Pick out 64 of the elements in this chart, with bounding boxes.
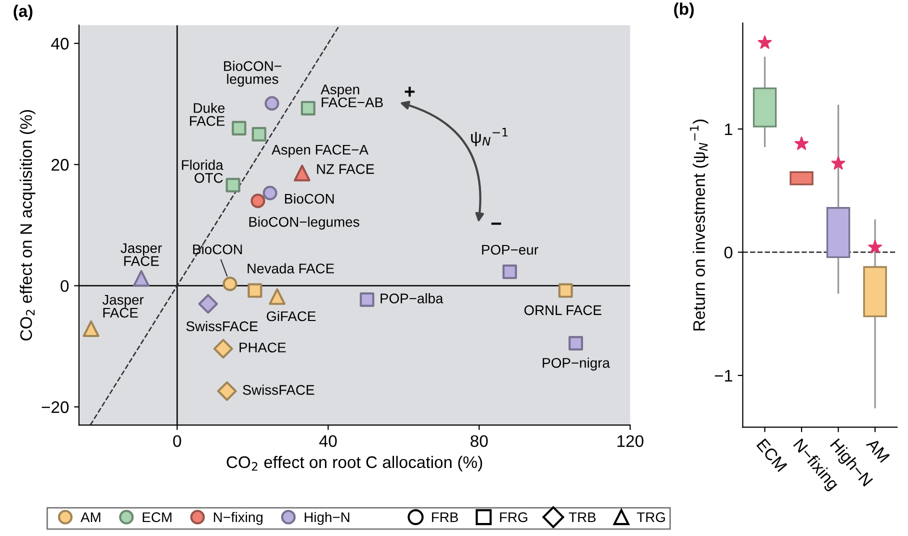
point	[250, 194, 266, 208]
point	[300, 100, 316, 116]
x-tick-label: 80	[470, 435, 488, 448]
legend-label: N−fixing	[214, 512, 262, 525]
point	[868, 240, 882, 254]
point	[232, 120, 246, 136]
point	[568, 336, 584, 351]
annotation: BioCON	[285, 193, 334, 204]
y-tick-label: 20	[52, 158, 69, 171]
y-axis-title: Return on investment (ψ$_{N}$$^{−1}$)	[690, 120, 708, 330]
annotation: SwissFACE	[242, 384, 314, 395]
y-tick-label: 1	[725, 124, 732, 136]
x-tick-label: 120	[618, 435, 644, 448]
legend-label: High−N	[304, 512, 350, 525]
annotation: BioCON− legumes	[224, 60, 282, 87]
annotation: −	[491, 222, 502, 225]
point	[502, 264, 517, 280]
y-tick-label: −20	[42, 401, 69, 414]
legend-label: ECM	[142, 512, 172, 522]
point	[294, 164, 310, 182]
point	[360, 292, 374, 307]
point	[264, 96, 280, 111]
annotation: GiFACE	[266, 310, 316, 322]
annotation: SwissFACE	[186, 321, 258, 332]
annotation: POP−nigra	[542, 358, 610, 371]
point	[831, 156, 846, 170]
annotation: POP−alba	[380, 293, 444, 304]
annotation: Jasper FACE	[102, 295, 144, 318]
annotation: ORNL FACE	[524, 305, 602, 316]
chart-title: (a)	[14, 4, 32, 20]
annotation: NZ FACE	[317, 164, 374, 174]
annotation: BioCON	[193, 244, 242, 254]
text: FRG	[500, 512, 528, 522]
y-tick-label: 0	[724, 246, 732, 258]
point	[262, 186, 278, 200]
y-tick-label: 0	[60, 280, 69, 292]
point	[268, 288, 286, 305]
x-tick-label: 0	[173, 435, 182, 448]
annotation: Aspen FACE−A	[272, 144, 368, 158]
annotation: Aspen FACE−AB	[320, 84, 383, 108]
annotation: Jasper FACE	[120, 243, 162, 266]
x-axis-title: CO$_{2}$ effect on root C allocation (%)	[226, 456, 482, 472]
text: FRB	[432, 512, 458, 522]
annotation: Florida OTC	[182, 160, 224, 183]
text: TRG	[636, 512, 665, 522]
point	[82, 320, 100, 338]
annotation: ψ$_{N}$$^{−1}$	[471, 128, 508, 146]
legend-label: AM	[80, 512, 100, 522]
chart-title: (b)	[674, 2, 694, 18]
text: TRB	[568, 512, 596, 522]
point	[252, 126, 266, 142]
annotation: Nevada FACE	[248, 263, 334, 274]
point	[758, 35, 772, 49]
y-axis-title: CO$_{2}$ effect on N acquisition (%)	[20, 110, 36, 340]
annotation: +	[404, 86, 415, 97]
annotation: BioCON−legumes	[249, 216, 360, 230]
annotation: Duke FACE	[190, 102, 225, 126]
point	[794, 136, 809, 150]
y-tick-label: −1	[714, 370, 732, 382]
y-tick-label: 40	[51, 38, 69, 50]
x-tick-label: 40	[319, 435, 337, 448]
annotation: POP−eur	[482, 244, 538, 255]
annotation: PHACE	[240, 342, 286, 352]
point	[226, 178, 240, 192]
